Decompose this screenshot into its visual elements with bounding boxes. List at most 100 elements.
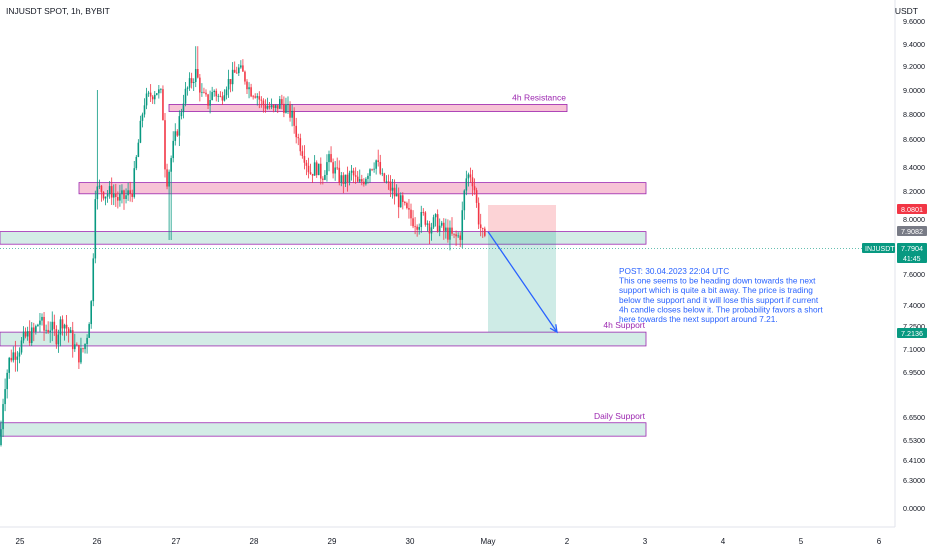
x-tick-label: 6: [877, 537, 882, 546]
candle-body: [51, 321, 54, 331]
candle-body: [242, 65, 244, 72]
y-tick-label: 8.8000: [903, 110, 925, 119]
candle-body: [115, 193, 117, 198]
candle-body: [332, 162, 334, 174]
candle-body: [434, 214, 437, 218]
candle-body: [86, 337, 88, 344]
price-badge-countdown: 41:45: [903, 256, 921, 263]
candle-body: [402, 195, 404, 202]
x-tick-label: 27: [172, 537, 181, 546]
candle-body: [272, 105, 275, 108]
candle-body: [201, 91, 203, 93]
candle-body: [397, 194, 400, 208]
y-tick-label: 9.6000: [903, 17, 925, 26]
candle-body: [158, 89, 160, 94]
y-tick-label: 7.6000: [903, 270, 925, 279]
candle-body: [55, 329, 58, 345]
candle-body: [477, 202, 480, 225]
candle-body: [215, 90, 218, 97]
candle-body: [375, 160, 377, 169]
candle-body: [106, 194, 109, 197]
candle-body: [14, 352, 17, 360]
price-badge-label: 8.0801: [901, 205, 923, 214]
x-tick-label: 29: [328, 537, 337, 546]
price-badge: [897, 226, 927, 236]
candle-body: [225, 89, 228, 96]
candle-body: [287, 104, 289, 106]
candle-body: [399, 195, 402, 208]
candle-body: [57, 334, 60, 345]
zone-rect: [0, 331, 647, 347]
candle-body: [408, 208, 410, 210]
candle-body: [160, 89, 162, 90]
candle-body: [100, 185, 103, 192]
zone-label: 4h Resistance: [512, 92, 566, 102]
y-tick-label: 9.0000: [903, 86, 925, 95]
candle-body: [303, 156, 306, 163]
y-tick-label: 6.9500: [903, 368, 925, 377]
candle-body: [373, 168, 375, 170]
candle-body: [151, 96, 154, 100]
x-tick-label: 25: [16, 537, 25, 546]
candles-group: [0, 46, 486, 447]
candle-body: [268, 106, 271, 108]
candle-body: [352, 170, 355, 176]
candle-body: [443, 222, 445, 231]
candle-body: [98, 185, 101, 187]
y-tick-label: 7.2500: [903, 322, 925, 331]
symbol-badge: [862, 243, 895, 253]
x-tick-label: 4: [721, 537, 726, 546]
candle-body: [172, 140, 174, 159]
candle-body: [322, 178, 324, 180]
candle-body: [465, 178, 468, 191]
candle-body: [369, 169, 371, 176]
y-tick-label: 6.5300: [903, 436, 925, 445]
candle-body: [250, 87, 252, 97]
candle-body: [315, 162, 318, 176]
candle-body: [84, 343, 86, 350]
candle-body: [445, 227, 447, 231]
candle-body: [24, 331, 27, 337]
x-tick-label: 26: [93, 537, 102, 546]
candle-body: [147, 92, 150, 94]
candle-body: [428, 223, 431, 234]
candle-body: [71, 330, 74, 350]
candle-body: [379, 161, 382, 174]
price-badge: [897, 243, 927, 263]
candle-body: [348, 172, 351, 183]
candle-body: [264, 105, 267, 109]
candle-body: [188, 78, 191, 88]
forecast-arrow: [487, 231, 558, 333]
y-tick-label: 9.2000: [903, 62, 925, 71]
candle-body: [22, 331, 25, 341]
candle-body: [156, 93, 158, 95]
candle-body: [311, 173, 314, 176]
candle-body: [227, 78, 230, 90]
candle-body: [395, 194, 398, 197]
candle-body: [65, 324, 68, 329]
candle-body: [8, 357, 10, 373]
y-tick-label: 7.4000: [903, 301, 925, 310]
candle-body: [74, 344, 76, 350]
candle-body: [186, 87, 189, 89]
candle-body: [481, 228, 484, 229]
candle-body: [80, 348, 82, 363]
price-badge-label: 7.7904: [901, 244, 923, 253]
candle-body: [266, 106, 269, 109]
y-tick-label: 0.0000: [903, 504, 925, 513]
zone-rect: [0, 422, 647, 437]
candle-body: [326, 162, 328, 175]
candle-body: [88, 324, 90, 338]
candle-body: [217, 95, 220, 97]
y-tick-label: 6.6500: [903, 413, 925, 422]
candle-body: [94, 199, 97, 259]
candle-body: [344, 174, 347, 184]
candle-body: [279, 99, 281, 109]
price-badge-label: 7.2136: [901, 329, 923, 338]
candle-body: [244, 71, 246, 82]
candle-body: [205, 92, 207, 95]
candle-body: [231, 69, 234, 85]
x-tick-label: 5: [799, 537, 804, 546]
